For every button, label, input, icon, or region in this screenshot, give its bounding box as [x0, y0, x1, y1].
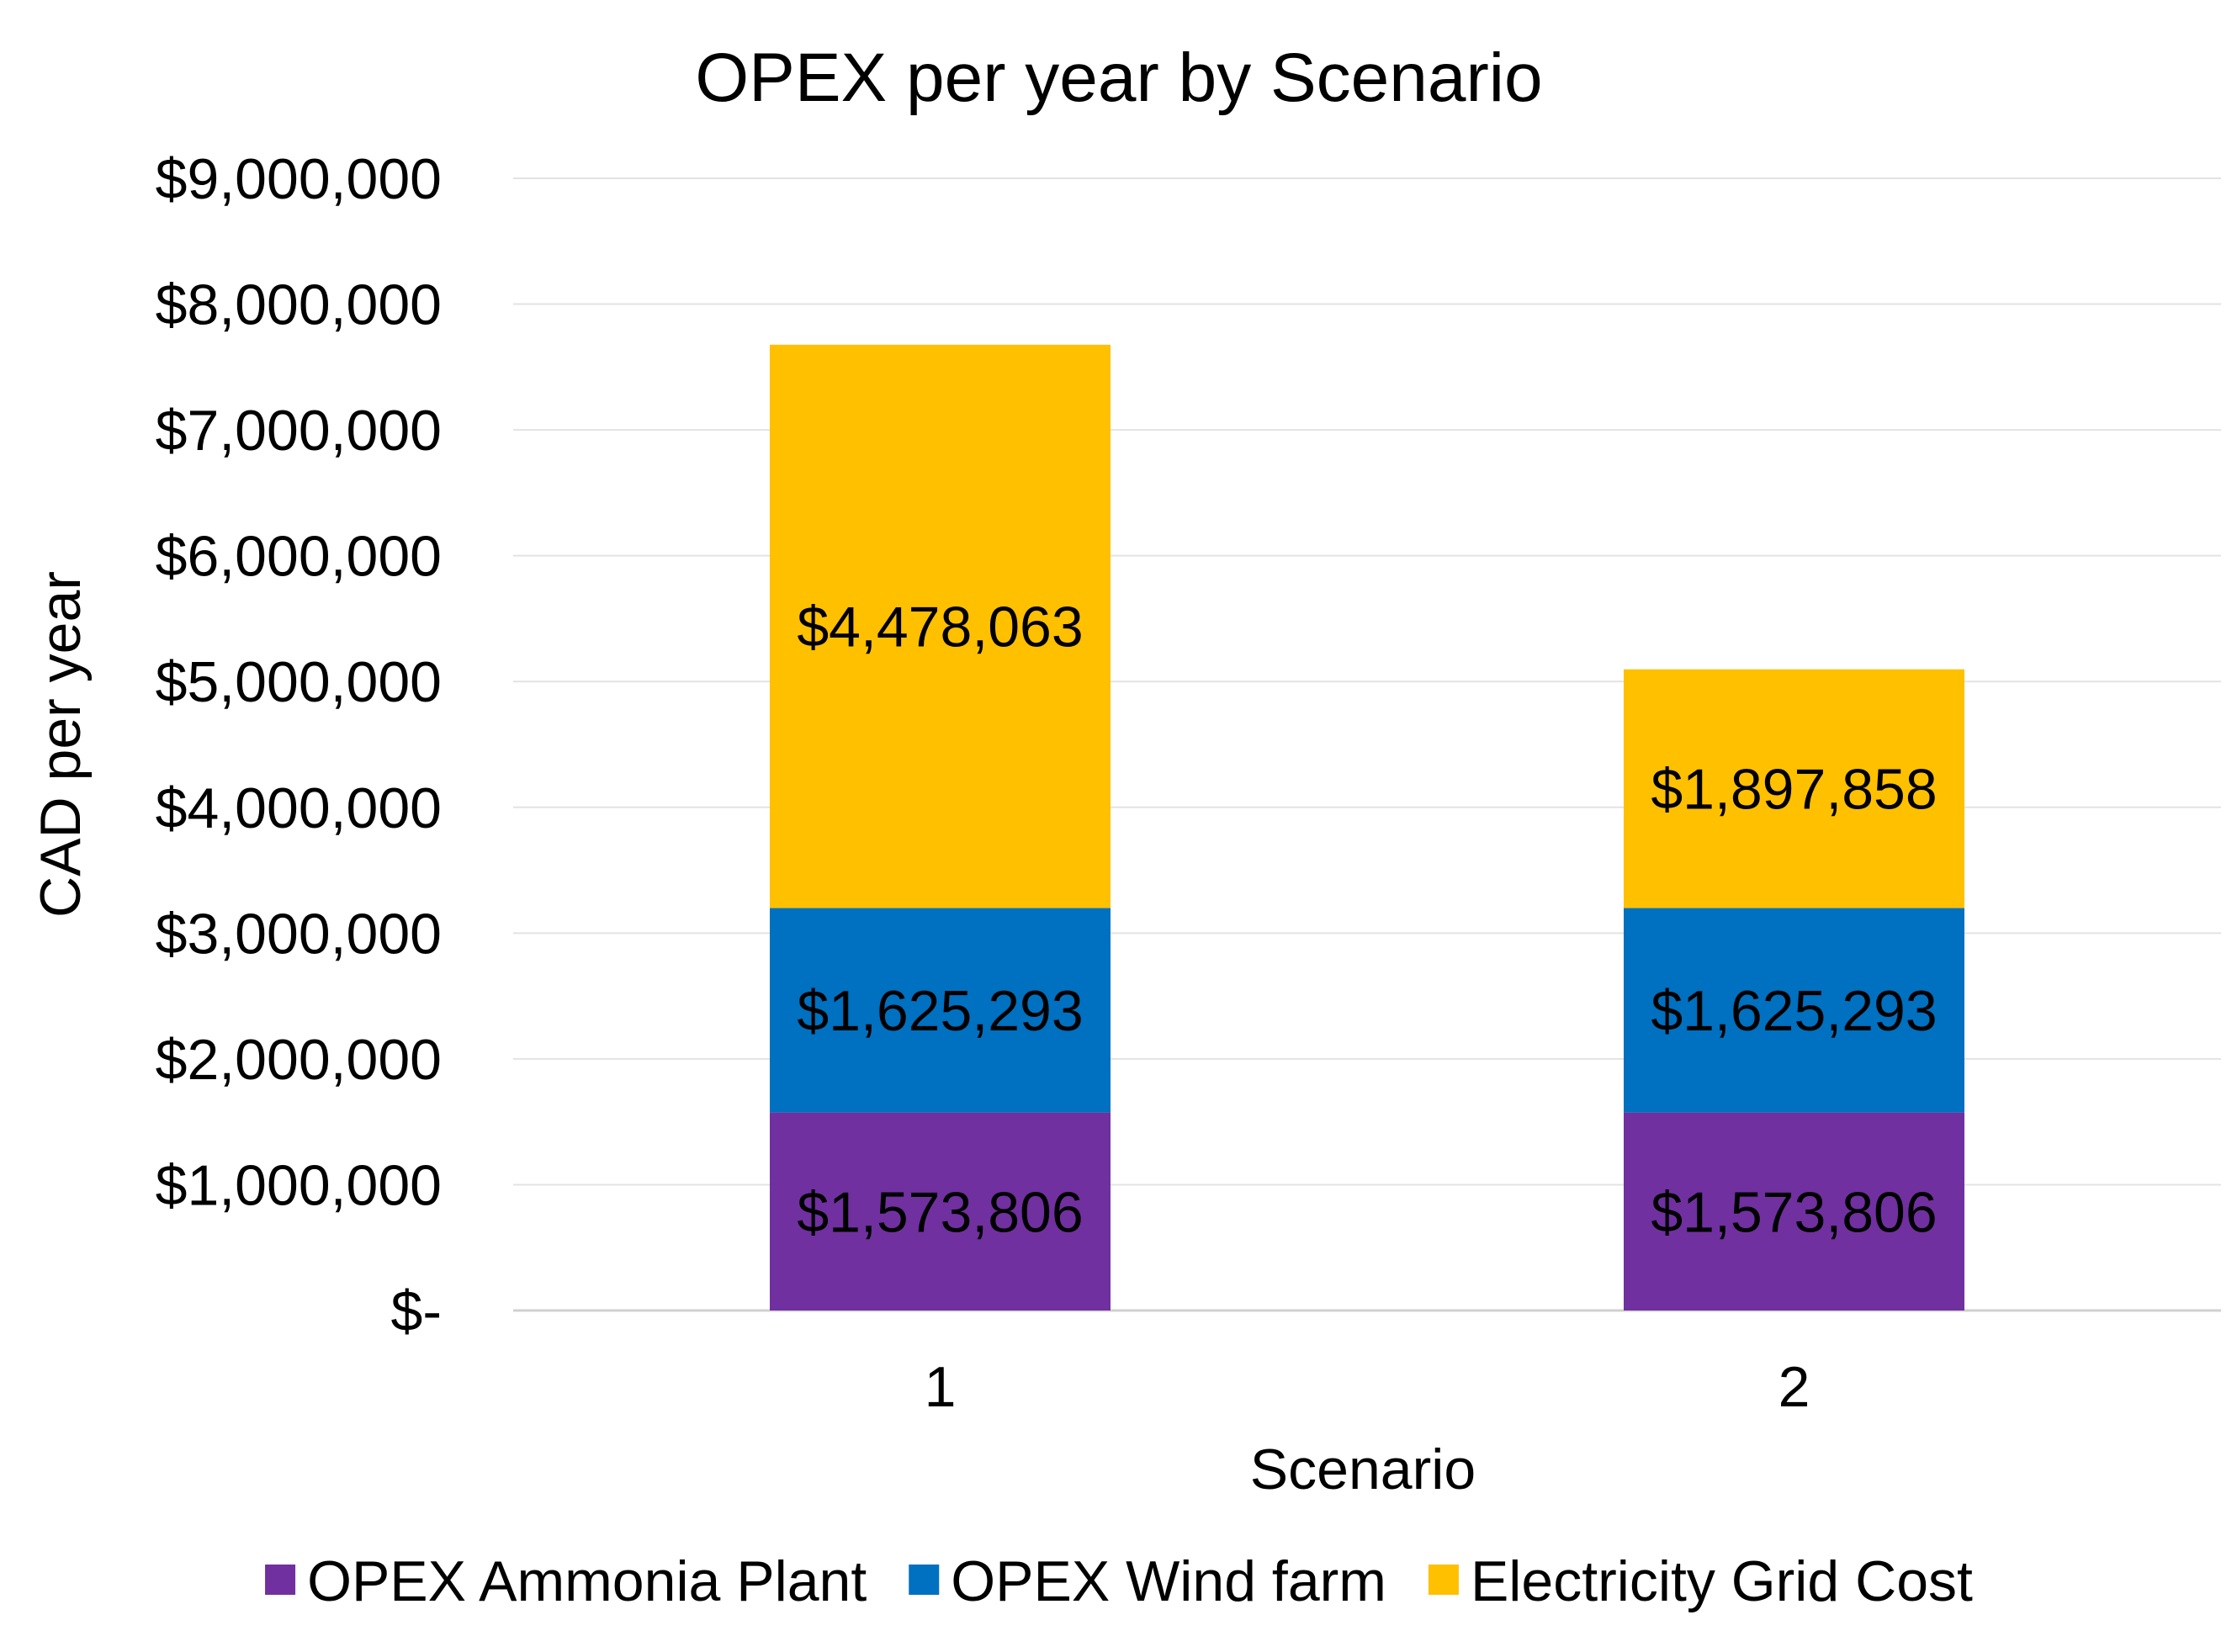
legend: OPEX Ammonia Plant OPEX Wind farm Electric… — [265, 1549, 1973, 1613]
legend-label: OPEX Ammonia Plant — [307, 1549, 867, 1613]
y-tick-label: $1,000,000 — [156, 1153, 442, 1217]
legend-label: OPEX Wind farm — [951, 1549, 1386, 1613]
legend-swatch — [265, 1565, 296, 1595]
data-label: $4,478,063 — [797, 596, 1083, 659]
bar-segment — [770, 344, 1111, 908]
bar-segment — [770, 1112, 1111, 1310]
data-label: $1,573,806 — [797, 1180, 1083, 1244]
bar-segment — [770, 908, 1111, 1113]
legend-item: OPEX Wind farm — [909, 1549, 1386, 1613]
bars: $1,573,806 $1,625,293 $4,478,063 $1,573,806… — [770, 344, 1964, 1310]
x-tick-label: 2 — [1778, 1355, 1810, 1419]
legend-item: OPEX Ammonia Plant — [265, 1549, 867, 1613]
y-tick-label: $- — [391, 1279, 442, 1343]
y-tick-label: $7,000,000 — [156, 399, 442, 463]
y-axis-label: CAD per year — [29, 571, 93, 918]
y-tick-label: $3,000,000 — [156, 902, 442, 966]
bar-segment — [1624, 1112, 1964, 1310]
data-label: $1,897,858 — [1651, 758, 1937, 822]
y-tick-label: $9,000,000 — [156, 147, 442, 211]
legend-swatch — [1428, 1565, 1459, 1595]
x-tick-label: 1 — [925, 1355, 957, 1419]
y-tick-label: $5,000,000 — [156, 650, 442, 714]
legend-item: Electricity Grid Cost — [1428, 1549, 1973, 1613]
gridlines — [513, 177, 2221, 1312]
data-label: $1,573,806 — [1651, 1180, 1937, 1244]
chart-title: OPEX per year by Scenario — [695, 40, 1542, 116]
bar-segment — [1624, 669, 1964, 908]
x-axis-label: Scenario — [1250, 1438, 1476, 1501]
y-tick-label: $6,000,000 — [156, 525, 442, 589]
y-tick-label: $8,000,000 — [156, 273, 442, 337]
legend-label: Electricity Grid Cost — [1471, 1549, 1973, 1613]
data-label: $1,625,293 — [797, 979, 1083, 1043]
legend-swatch — [909, 1565, 940, 1595]
y-tick-label: $2,000,000 — [156, 1028, 442, 1092]
data-label: $1,625,293 — [1651, 979, 1937, 1043]
bar-segment — [1624, 908, 1964, 1113]
y-tick-label: $4,000,000 — [156, 776, 442, 840]
y-axis-ticks: $- $1,000,000 $2,000,000 $3,000,000 $4,000,0… — [156, 147, 442, 1343]
